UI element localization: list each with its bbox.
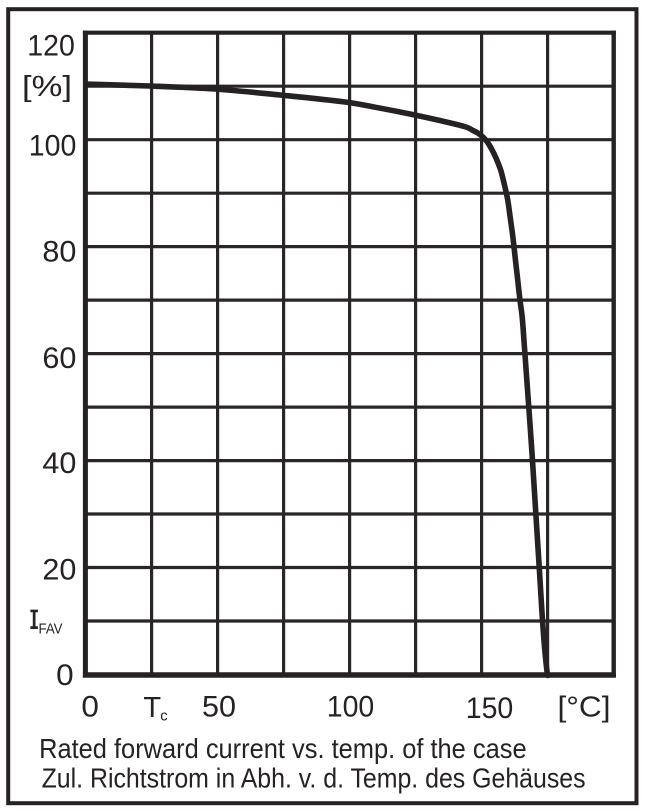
- svg-text:100: 100: [29, 130, 77, 163]
- svg-text:120: 120: [27, 30, 75, 63]
- svg-text:50: 50: [202, 691, 236, 724]
- svg-text:80: 80: [42, 236, 76, 269]
- svg-text:T: T: [143, 692, 161, 724]
- svg-text:Rated forward current vs. temp: Rated forward current vs. temp. of the c…: [39, 733, 526, 764]
- svg-text:FAV: FAV: [39, 622, 63, 638]
- svg-text:c: c: [160, 709, 167, 725]
- svg-text:40: 40: [42, 447, 76, 480]
- svg-text:100: 100: [327, 691, 375, 724]
- svg-text:0: 0: [56, 659, 74, 692]
- svg-text:[%]: [%]: [22, 71, 72, 103]
- svg-text:150: 150: [466, 692, 514, 725]
- svg-text:20: 20: [42, 553, 76, 586]
- svg-text:60: 60: [42, 342, 76, 375]
- svg-text:Zul. Richtstrom in Abh. v. d.: Zul. Richtstrom in Abh. v. d. Temp. des …: [42, 763, 586, 794]
- svg-text:[°C]: [°C]: [558, 692, 611, 724]
- svg-text:0: 0: [81, 691, 99, 724]
